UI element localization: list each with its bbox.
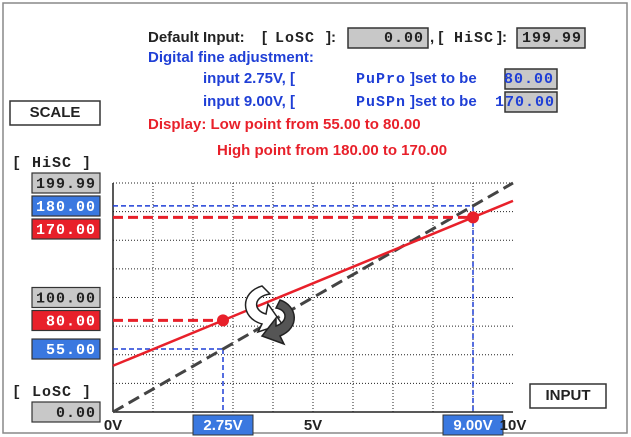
adjusted-line — [112, 199, 514, 367]
high-code-label: [ HiSC ] — [12, 155, 92, 172]
y-tick-box — [31, 286, 101, 309]
y-tick-box — [31, 218, 101, 240]
y-tick-label: 55.00 — [46, 342, 96, 359]
y-tick-box — [31, 401, 101, 423]
display-line: Display: Low point from 55.00 to 80.00 — [148, 116, 421, 133]
separator: , [ — [430, 29, 443, 46]
input-box — [529, 383, 607, 409]
fine-suffix: ]set to be — [410, 70, 477, 87]
y-tick-box — [31, 309, 101, 332]
fine-value: 80.00 — [504, 71, 554, 88]
x-tick-label: 9.00V — [453, 417, 492, 434]
high-code: HiSC — [454, 30, 494, 47]
fine-title: Digital fine adjustment: — [148, 49, 314, 66]
y-tick-label: 0.00 — [56, 405, 96, 422]
scale-box — [9, 100, 101, 126]
rotate-arrow — [260, 299, 295, 346]
y-tick-label: 180.00 — [36, 199, 96, 216]
bracket: [ — [262, 29, 267, 46]
x-tick-box — [442, 414, 504, 436]
bracket: ]: — [326, 29, 336, 46]
y-tick-label: 199.99 — [36, 176, 96, 193]
high-value: 199.99 — [522, 30, 582, 47]
value-box — [504, 68, 558, 90]
header: Default Input: [ LoSC ]: 0.00 , [ HiSC ]… — [148, 27, 586, 159]
scale-label: SCALE — [30, 104, 81, 121]
value-box — [516, 27, 586, 49]
value-box — [347, 27, 429, 49]
fine-suffix: ]set to be — [410, 93, 477, 110]
y-tick-box — [31, 338, 101, 360]
fine-text: input 9.00V, [ — [203, 93, 295, 110]
fine-code: PuSPn — [356, 94, 406, 111]
y-tick-label: 80.00 — [46, 313, 96, 330]
value-box — [504, 91, 558, 113]
adjusted-point — [467, 211, 479, 224]
default-label: Default Input: — [148, 29, 245, 46]
low-code: LoSC — [275, 30, 315, 47]
y-tick-box — [31, 172, 101, 194]
plot: 199.99 [ HiSC ] 180.00 170.00 100.00 80.00 55.… — [12, 155, 527, 436]
y-tick-label: 170.00 — [36, 222, 96, 239]
fine-text: input 2.75V, [ — [203, 70, 295, 87]
x-tick-label: 2.75V — [203, 417, 242, 434]
x-tick-label: 10V — [500, 417, 527, 434]
bracket: ]: — [497, 29, 507, 46]
y-tick-box — [31, 195, 101, 217]
low-value: 0.00 — [384, 30, 424, 47]
x-tick-label: 5V — [304, 417, 322, 434]
fine-code: PuPro — [356, 71, 406, 88]
low-code-label: [ LoSC ] — [12, 384, 92, 401]
adjusted-point — [217, 314, 229, 327]
y-tick-label: 100.00 — [36, 290, 96, 307]
default-line — [112, 181, 514, 414]
x-tick-label: 0V — [104, 417, 122, 434]
x-tick-box — [192, 414, 254, 436]
display-line: High point from 180.00 to 170.00 — [217, 142, 447, 159]
fine-value: 170.00 — [495, 94, 555, 111]
input-label: INPUT — [546, 387, 591, 404]
